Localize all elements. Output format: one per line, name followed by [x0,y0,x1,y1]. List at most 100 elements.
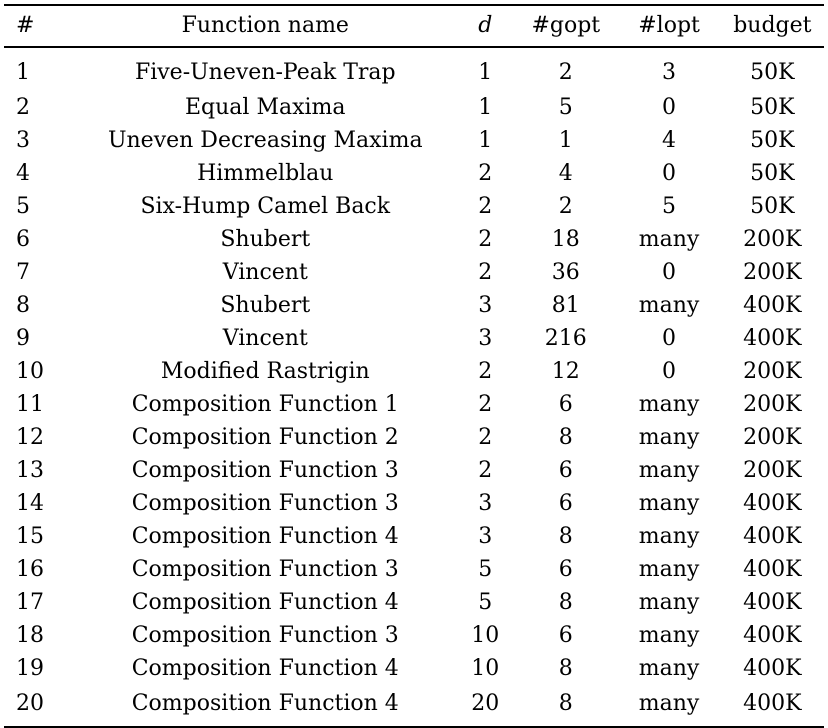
cell-local-optima: 5 [662,193,677,219]
cell-index: 6 [16,226,30,252]
cell-dimension: 1 [478,59,493,85]
cell-function-name: Composition Function 3 [131,490,399,516]
table-row: 20 Composition Function 4 20 8 many 400K [4,685,824,728]
cell-global-optima: 2 [558,193,573,219]
cell-local-optima: many [638,556,700,582]
cell-function-name: Composition Function 3 [131,622,399,648]
cell-global-optima: 6 [558,622,573,648]
cell-index: 8 [16,292,30,318]
cell-index: 11 [16,391,44,417]
cell-dimension: 5 [478,589,493,615]
header-budget: budget [720,4,824,48]
cell-function-name: Composition Function 4 [131,589,399,615]
cell-dimension: 1 [478,94,493,120]
table-row: 5 Six-Hump Camel Back 2 2 5 50K [4,190,824,223]
cell-global-optima: 1 [558,127,573,153]
cell-budget: 400K [743,523,802,549]
cell-budget: 200K [743,226,802,252]
table-row: 4 Himmelblau 2 4 0 50K [4,157,824,190]
cell-budget: 400K [743,490,802,516]
cell-function-name: Equal Maxima [185,94,346,120]
table-row: 7 Vincent 2 36 0 200K [4,256,824,289]
cell-global-optima: 18 [551,226,580,252]
cell-function-name: Shubert [220,226,311,252]
header-index: # [4,4,75,48]
cell-function-name: Modified Rastrigin [160,358,370,384]
cell-index: 5 [16,193,30,219]
cell-global-optima: 36 [551,259,580,285]
cell-dimension: 2 [478,226,493,252]
table-row: 9 Vincent 3 216 0 400K [4,322,824,355]
cell-dimension: 5 [478,556,493,582]
table-row: 19 Composition Function 4 10 8 many 400K [4,652,824,685]
cell-budget: 400K [743,556,802,582]
cell-budget: 200K [743,457,802,483]
cell-function-name: Vincent [222,325,308,351]
cell-local-optima: many [638,490,700,516]
cell-budget: 200K [743,391,802,417]
cell-function-name: Himmelblau [197,160,334,186]
table-row: 11 Composition Function 1 2 6 many 200K [4,388,824,421]
table-header: # Function name d #gopt #lopt budget [4,4,824,48]
cell-dimension: 2 [478,160,493,186]
table-row: 2 Equal Maxima 1 5 0 50K [4,91,824,124]
cell-dimension: 2 [478,424,493,450]
cell-dimension: 20 [456,685,515,728]
cell-budget: 400K [743,292,802,318]
cell-local-optima: 0 [662,358,677,384]
table-row: 3 Uneven Decreasing Maxima 1 1 4 50K [4,124,824,157]
cell-global-optima: 6 [558,556,573,582]
cell-index: 20 [4,685,75,728]
table-row: 18 Composition Function 3 10 6 many 400K [4,619,824,652]
cell-index: 3 [16,127,30,153]
cell-budget: 400K [743,655,802,681]
cell-function-name: Composition Function 4 [74,685,457,728]
benchmark-table-container: # Function name d #gopt #lopt budget 1 Fi… [4,4,824,728]
cell-function-name: Composition Function 2 [131,424,399,450]
cell-budget: 200K [743,259,802,285]
header-dimension: d [456,4,515,48]
cell-global-optima: 2 [558,59,573,85]
cell-budget: 400K [743,589,802,615]
benchmark-functions-table: # Function name d #gopt #lopt budget 1 Fi… [4,4,824,728]
cell-global-optima: 6 [558,490,573,516]
cell-dimension: 1 [478,127,493,153]
cell-global-optima: 8 [558,424,573,450]
cell-function-name: Vincent [222,259,308,285]
header-local-optima: #lopt [617,4,721,48]
cell-local-optima: many [638,391,700,417]
cell-local-optima: many [617,685,721,728]
cell-dimension: 2 [478,193,493,219]
table-row: 10 Modified Rastrigin 2 12 0 200K [4,355,824,388]
cell-index: 4 [16,160,30,186]
cell-index: 10 [16,358,44,384]
cell-local-optima: 0 [662,94,677,120]
table-row: 17 Composition Function 4 5 8 many 400K [4,586,824,619]
cell-index: 7 [16,259,30,285]
table-body: 1 Five-Uneven-Peak Trap 1 2 3 50K 2 Equal Maxim… [4,47,824,728]
cell-local-optima: many [638,457,700,483]
table-row: 1 Five-Uneven-Peak Trap 1 2 3 50K [4,47,824,91]
cell-local-optima: many [638,424,700,450]
cell-local-optima: many [638,292,700,318]
cell-function-name: Five-Uneven-Peak Trap [134,59,396,85]
cell-global-optima: 6 [558,391,573,417]
cell-local-optima: 0 [662,259,677,285]
cell-function-name: Six-Hump Camel Back [140,193,391,219]
cell-budget: 50K [750,160,795,186]
cell-function-name: Composition Function 4 [131,523,399,549]
cell-local-optima: many [638,523,700,549]
cell-global-optima: 6 [558,457,573,483]
cell-budget: 200K [743,424,802,450]
cell-index: 2 [16,94,30,120]
cell-index: 17 [16,589,44,615]
cell-index: 13 [16,457,44,483]
cell-budget: 50K [750,59,795,85]
cell-local-optima: 3 [662,59,677,85]
cell-index: 19 [16,655,44,681]
cell-index: 15 [16,523,44,549]
cell-dimension: 2 [478,457,493,483]
cell-dimension: 3 [478,490,493,516]
header-row: # Function name d #gopt #lopt budget [4,4,824,48]
cell-budget: 50K [750,94,795,120]
